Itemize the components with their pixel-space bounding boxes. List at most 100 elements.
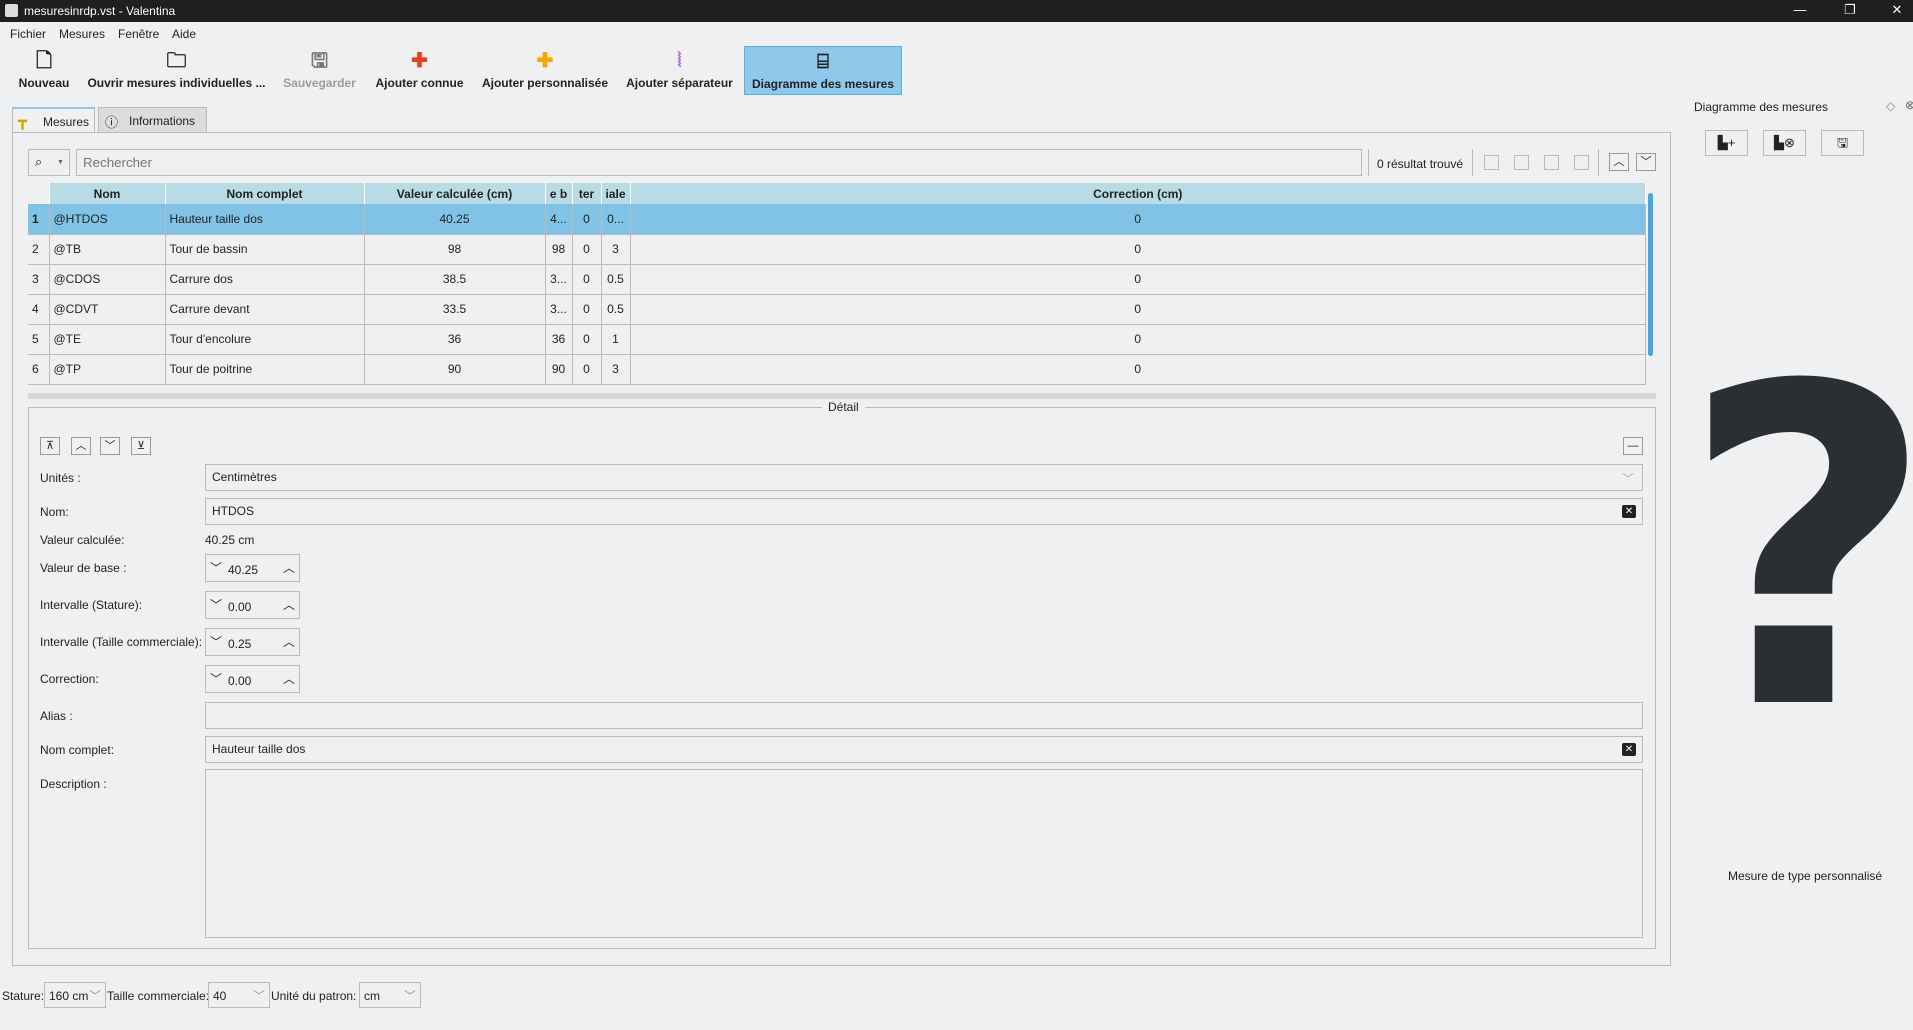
name-input[interactable]: HTDOS ✕ [205, 498, 1643, 525]
table-cell: Tour d'encolure [165, 324, 365, 355]
size-interval-label: Intervalle (Taille commerciale): [40, 635, 203, 649]
plus-orange-icon: ✚ [536, 50, 554, 72]
base-value-spinbox[interactable]: ﹀ 40.25 ︿ [205, 554, 300, 582]
table-cell: 90 [545, 354, 573, 385]
column-header[interactable] [28, 183, 50, 204]
vertical-scrollbar[interactable] [1648, 193, 1653, 356]
remove-image-button[interactable]: ▙⊗ [1763, 130, 1806, 156]
table-cell: 33.5 [364, 294, 546, 325]
table-row[interactable]: 4 @CDVT Carrure devant 33.5 3... 0 0.5 0 [28, 294, 1646, 325]
toolbar-button-5[interactable]: ⦚ Ajouter séparateur [622, 46, 737, 95]
toolbar-button-0[interactable]: 🗋 Nouveau [12, 46, 76, 95]
folder-icon: 🗀 [166, 50, 187, 72]
table-cell: Hauteur taille dos [165, 204, 365, 235]
save-icon: 🖫 [310, 50, 329, 72]
close-panel-icon[interactable]: ⊗ [1905, 98, 1913, 112]
toolbar-button-3[interactable]: ✚ Ajouter connue [371, 46, 468, 95]
measurements-panel [12, 132, 1671, 966]
table-cell: 0 [630, 294, 1646, 325]
info-icon: ⓘ [105, 115, 119, 130]
toolbar-button-6[interactable]: ⌸ Diagramme des mesures [744, 46, 902, 95]
tab-label: Mesures [43, 115, 90, 129]
unicode-toggle[interactable] [1574, 155, 1589, 170]
ruler-icon: ┳ [18, 113, 28, 130]
table-cell: @TP [49, 354, 166, 385]
table-cell: @TB [49, 234, 166, 265]
table-cell: @TE [49, 324, 166, 355]
unit-combo[interactable]: cm ﹀ [359, 982, 421, 1008]
chevron-down-icon: ﹀ [1621, 472, 1634, 486]
toolbar-button-1[interactable]: 🗀 Ouvrir mesures individuelles ... [85, 46, 268, 95]
clear-icon[interactable]: ✕ [1622, 505, 1636, 518]
search-input[interactable] [76, 149, 1362, 176]
unit-label: Unité du patron: [271, 989, 357, 1003]
stature-combo[interactable]: 160 cm ﹀ [44, 982, 106, 1008]
horizontal-scrollbar[interactable] [28, 393, 1656, 399]
table-cell: 4 [28, 294, 50, 325]
table-cell: 1 [601, 324, 631, 355]
column-header[interactable]: Correction (cm) [630, 183, 1646, 204]
correction-spinbox[interactable]: ﹀ 0.00 ︿ [205, 665, 300, 693]
clear-icon[interactable]: ✕ [1622, 743, 1636, 756]
search-options-button[interactable]: ⌕ ▼ [28, 149, 70, 176]
search-next-button[interactable]: ﹀ [1636, 153, 1656, 171]
match-case-toggle[interactable] [1484, 155, 1499, 170]
alias-input[interactable] [205, 702, 1643, 729]
size-combo[interactable]: 40 ﹀ [208, 982, 270, 1008]
description-textarea[interactable] [205, 769, 1643, 938]
table-row[interactable]: 3 @CDOS Carrure dos 38.5 3... 0 0.5 0 [28, 264, 1646, 295]
column-header[interactable]: iale [601, 183, 631, 204]
units-value: Centimètres [212, 470, 277, 484]
chevron-down-icon: ▼ [57, 159, 64, 166]
table-row[interactable]: 5 @TE Tour d'encolure 36 36 0 1 0 [28, 324, 1646, 355]
alias-label: Alias : [40, 709, 73, 723]
column-header[interactable]: ter [572, 183, 602, 204]
move-top-button[interactable]: ⊼ [40, 437, 60, 455]
toolbar-button-label: Ajouter connue [375, 76, 464, 90]
tab-informations[interactable]: ⓘ Informations [98, 107, 207, 132]
full-name-value: Hauteur taille dos [212, 742, 306, 756]
save-image-button[interactable]: 🖫 [1821, 130, 1864, 156]
table-row[interactable]: 6 @TP Tour de poitrine 90 90 0 3 0 [28, 354, 1646, 385]
column-header[interactable]: Nom complet [165, 183, 365, 204]
table-cell: 0 [630, 354, 1646, 385]
collapse-button[interactable]: — [1623, 437, 1643, 455]
table-cell: 0.5 [601, 294, 631, 325]
toolbar-button-label: Sauvegarder [283, 76, 356, 90]
move-up-button[interactable]: ︿ [71, 437, 91, 455]
detail-title: Détail [822, 400, 865, 414]
column-header[interactable]: Valeur calculée (cm) [364, 183, 546, 204]
units-select[interactable]: Centimètres ﹀ [205, 464, 1643, 491]
minimize-button[interactable]: — [1793, 2, 1807, 17]
close-button[interactable]: ✕ [1891, 2, 1903, 17]
menu-mesures[interactable]: Mesures [59, 27, 106, 41]
menu-fichier[interactable]: Fichier [10, 27, 47, 41]
table-cell: 0 [630, 204, 1646, 235]
table-cell: 90 [364, 354, 546, 385]
float-icon[interactable]: ◇ [1886, 99, 1896, 113]
units-label: Unités : [40, 471, 81, 485]
column-header[interactable]: e b [545, 183, 573, 204]
table-cell: 4... [545, 204, 573, 235]
maximize-button[interactable]: ❐ [1844, 2, 1856, 17]
add-image-button[interactable]: ▙+ [1705, 130, 1748, 156]
whole-word-toggle[interactable] [1514, 155, 1529, 170]
full-name-input[interactable]: Hauteur taille dos ✕ [205, 736, 1643, 763]
tab-mesures[interactable]: ┳ Mesures [12, 107, 95, 132]
menu-fenetre[interactable]: Fenêtre [118, 27, 160, 41]
toolbar-button-4[interactable]: ✚ Ajouter personnalisée [478, 46, 612, 95]
table-cell: 6 [28, 354, 50, 385]
move-down-button[interactable]: ﹀ [100, 437, 120, 455]
table-row[interactable]: 2 @TB Tour de bassin 98 98 0 3 0 [28, 234, 1646, 265]
size-interval-spinbox[interactable]: ﹀ 0.25 ︿ [205, 628, 300, 656]
toolbar-button-2[interactable]: 🖫 Sauvegarder [278, 46, 361, 95]
column-header[interactable]: Nom [49, 183, 166, 204]
table-row[interactable]: 1 @HTDOS Hauteur taille dos 40.25 4... 0 0... 0 [28, 204, 1646, 235]
stature-interval-spinbox[interactable]: ﹀ 0.00 ︿ [205, 591, 300, 619]
table-cell: 0 [572, 204, 602, 235]
search-icon: ⌕ [35, 154, 43, 169]
regex-toggle[interactable] [1544, 155, 1559, 170]
move-bottom-button[interactable]: ⊻ [131, 437, 151, 455]
search-previous-button[interactable]: ︿ [1609, 153, 1629, 171]
menu-aide[interactable]: Aide [172, 27, 197, 41]
